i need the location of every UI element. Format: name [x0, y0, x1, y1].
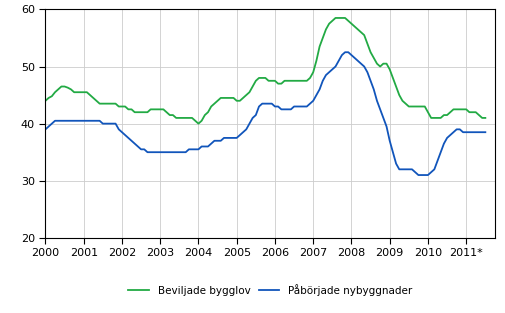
Beviljade bygglov — [332, 16, 338, 20]
Beviljade bygglov — [326, 22, 332, 26]
Påbörjade nybyggnader — [416, 173, 422, 177]
Påbörjade nybyggnader — [272, 105, 278, 108]
Beviljade bygglov — [42, 99, 48, 103]
Påbörjade nybyggnader — [482, 130, 488, 134]
Beviljade bygglov — [294, 79, 300, 83]
Påbörjade nybyggnader — [45, 125, 52, 128]
Beviljade bygglov — [482, 116, 488, 120]
Påbörjade nybyggnader — [323, 73, 329, 77]
Beviljade bygglov — [49, 94, 55, 98]
Line: Beviljade bygglov: Beviljade bygglov — [45, 18, 485, 124]
Beviljade bygglov — [275, 82, 281, 85]
Påbörjade nybyggnader — [42, 127, 48, 131]
Påbörjade nybyggnader — [49, 122, 55, 126]
Påbörjade nybyggnader — [479, 130, 485, 134]
Beviljade bygglov — [195, 122, 201, 126]
Påbörjade nybyggnader — [291, 105, 297, 108]
Beviljade bygglov — [45, 96, 52, 100]
Beviljade bygglov — [479, 116, 485, 120]
Påbörjade nybyggnader — [342, 50, 348, 54]
Line: Påbörjade nybyggnader: Påbörjade nybyggnader — [45, 52, 485, 175]
Legend: Beviljade bygglov, Påbörjade nybyggnader: Beviljade bygglov, Påbörjade nybyggnader — [128, 284, 412, 296]
